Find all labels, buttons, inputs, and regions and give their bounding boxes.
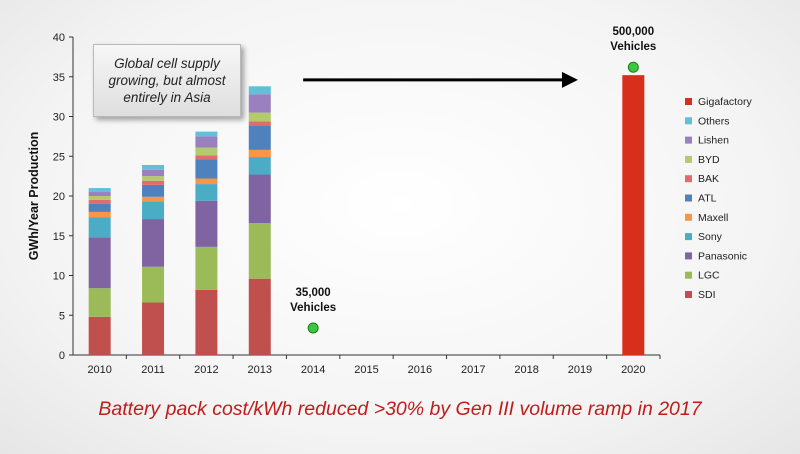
marker-label-line2: Vehicles [610,41,656,53]
vehicle-marker-2020 [627,61,639,73]
vehicle-marker-2014 [307,322,319,334]
legend-swatch-sony [685,233,692,241]
marker-label-line1: 35,000 [296,287,331,299]
bar-segment-others-2012 [195,131,218,137]
bar-segment-lgc-2011 [142,266,165,303]
bar-segment-byd-2012 [195,147,218,156]
y-tick-label: 5 [59,310,65,322]
x-tick-label: 2011 [141,364,165,376]
y-tick-label: 25 [53,151,65,163]
x-tick-label: 2017 [461,364,485,376]
bar-segment-atl-2012 [195,159,218,179]
callout-text: Global cell supply growing, but almost e… [108,56,226,105]
bar-segment-panasonic-2011 [142,219,165,267]
bar-segment-bak-2012 [195,155,218,160]
bar-segment-lishen-2013 [248,94,271,113]
legend-swatch-others [685,117,692,125]
bar-segment-sony-2013 [248,157,271,175]
legend-swatch-gigafactory [685,98,692,105]
y-tick-label: 30 [53,112,65,124]
legend-swatch-sdi [685,291,692,298]
legend-label-bak: BAK [698,173,719,185]
legend-label-byd: BYD [698,154,720,166]
legend-swatch-byd [685,155,692,163]
bar-segment-bak-2011 [142,180,165,185]
x-tick-label: 2010 [87,364,111,376]
bar-segment-maxell-2010 [88,211,111,218]
bar-segment-atl-2013 [248,125,271,150]
bar-segment-others-2010 [88,188,111,193]
x-tick-label: 2012 [194,364,218,376]
legend-label-gigafactory: Gigafactory [698,96,752,108]
x-tick-label: 2013 [248,364,272,376]
bar-segment-lgc-2010 [88,288,111,317]
bar-segment-byd-2013 [248,112,271,122]
bar-segment-others-2011 [142,164,165,170]
bar-segment-panasonic-2012 [195,200,218,247]
bar-segment-maxell-2012 [195,178,218,185]
legend-label-sdi: SDI [698,289,716,301]
caption-text: Battery pack cost/kWh reduced >30% by Ge… [98,398,702,420]
y-tick-label: 40 [53,32,65,44]
y-tick-label: 10 [53,271,65,283]
bar-segment-sdi-2012 [195,289,218,355]
bar-segment-maxell-2011 [142,196,165,202]
trend-arrow-head [561,71,578,88]
bar-segment-atl-2010 [88,203,111,212]
bar-segment-panasonic-2010 [88,237,111,289]
bar-segment-lishen-2010 [88,192,111,196]
legend-label-atl: ATL [698,193,717,205]
bar-segment-sony-2012 [195,184,218,201]
bar-segment-lishen-2011 [142,169,165,177]
bar-segment-sony-2011 [142,201,165,220]
legend-swatch-atl [685,194,692,202]
bar-segment-lishen-2012 [195,136,218,148]
y-tick-label: 0 [59,350,65,362]
bar-segment-panasonic-2013 [248,174,271,224]
bar-segment-sdi-2010 [88,316,111,355]
marker-label-line2: Vehicles [290,302,336,314]
x-tick-label: 2018 [514,364,538,376]
bar-segment-bak-2010 [88,199,111,204]
bar-segment-byd-2011 [142,176,165,181]
bar-segment-sdi-2011 [142,302,165,355]
legend-label-lgc: LGC [698,270,720,282]
callout-box: Global cell supply growing, but almost e… [93,44,241,117]
bar-segment-atl-2011 [142,184,165,197]
bar-segment-lgc-2012 [195,246,218,290]
bar-segment-others-2013 [248,86,271,95]
bar-segment-sdi-2013 [248,278,271,355]
x-tick-label: 2020 [621,364,645,376]
legend-swatch-bak [685,175,692,183]
legend-label-panasonic: Panasonic [698,250,747,262]
legend-swatch-lgc [685,271,692,279]
legend-label-others: Others [698,115,730,127]
legend-swatch-lishen [685,136,692,144]
bar-segment-lgc-2013 [248,223,271,279]
legend-label-maxell: Maxell [698,212,728,224]
bar-segment-sony-2010 [88,217,111,238]
y-tick-label: 15 [53,231,65,243]
legend-swatch-panasonic [685,252,692,260]
bar-segment-bak-2013 [248,121,271,126]
bar-segment-gigafactory-2020 [622,75,645,355]
legend-swatch-maxell [685,213,692,221]
x-tick-label: 2015 [354,364,378,376]
y-tick-label: 35 [53,72,65,84]
legend-label-sony: Sony [698,231,723,243]
legend-label-lishen: Lishen [698,135,729,147]
x-tick-label: 2019 [568,364,592,376]
bar-segment-byd-2010 [88,196,111,200]
y-tick-label: 20 [53,191,65,203]
x-tick-label: 2016 [408,364,432,376]
bar-segment-maxell-2013 [248,149,271,158]
x-tick-label: 2014 [301,364,325,376]
marker-label-line1: 500,000 [613,26,655,38]
y-axis-label: GWh/Year Production [27,132,41,261]
